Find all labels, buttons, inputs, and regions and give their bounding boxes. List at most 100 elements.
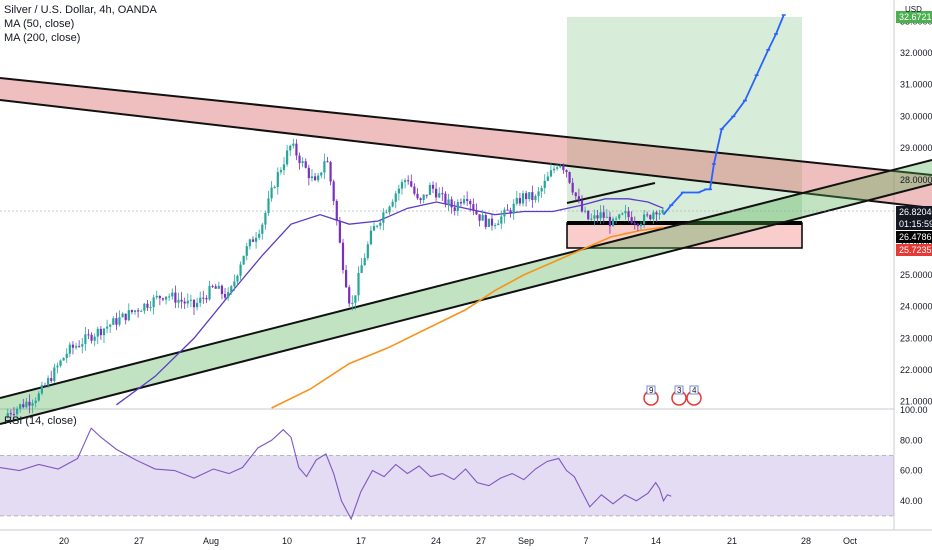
price-badge bbox=[896, 244, 932, 256]
candle-body bbox=[62, 358, 65, 361]
price-badge-label: 32.67216 bbox=[899, 12, 932, 22]
price-badge bbox=[896, 206, 932, 218]
candle-body bbox=[627, 211, 630, 218]
candle-body bbox=[385, 212, 388, 214]
candle-body bbox=[196, 302, 199, 308]
candle-body bbox=[205, 298, 208, 300]
event-label: 4 bbox=[692, 386, 697, 395]
candle-body bbox=[357, 272, 360, 296]
candle-body bbox=[99, 328, 102, 336]
candle-body bbox=[546, 176, 549, 181]
candle-body bbox=[121, 313, 124, 318]
candle-body bbox=[71, 344, 75, 348]
candle-body bbox=[217, 285, 220, 289]
candle-body bbox=[534, 195, 537, 201]
candle-body bbox=[618, 214, 621, 219]
time-tick-label: 10 bbox=[282, 536, 292, 546]
candle-body bbox=[348, 287, 351, 304]
candle-body bbox=[493, 225, 497, 227]
candle-body bbox=[68, 344, 71, 354]
candle-body bbox=[400, 182, 404, 189]
candle-body bbox=[329, 162, 332, 182]
candle-body bbox=[354, 295, 357, 303]
candle-body bbox=[450, 199, 453, 208]
candle-body bbox=[425, 194, 428, 196]
candle-body bbox=[382, 212, 385, 223]
candle-body bbox=[171, 292, 174, 297]
candle-body bbox=[621, 213, 624, 215]
candle-body bbox=[525, 193, 528, 200]
ma200-legend: MA (200, close) bbox=[4, 32, 81, 44]
price-tick-label: 24.00000 bbox=[900, 302, 932, 312]
candle-body bbox=[596, 215, 599, 219]
candle-body bbox=[577, 196, 580, 201]
candle-body bbox=[286, 150, 289, 165]
candle-body bbox=[435, 188, 438, 198]
candle-body bbox=[282, 164, 286, 171]
candle-body bbox=[6, 413, 9, 418]
candle-body bbox=[261, 224, 264, 234]
candle-body bbox=[19, 404, 22, 409]
candle-body bbox=[636, 224, 639, 227]
rsi-tick-label: 100.00 bbox=[900, 405, 928, 415]
candle-body bbox=[174, 292, 177, 303]
rsi-tick-label: 60.00 bbox=[900, 466, 923, 476]
candle-body bbox=[403, 180, 407, 183]
candle-body bbox=[478, 214, 481, 221]
support-line-bottom bbox=[0, 183, 932, 425]
candle-body bbox=[366, 244, 369, 258]
time-tick-label: 27 bbox=[476, 536, 486, 546]
candle-body bbox=[273, 186, 276, 188]
event-label: 9 bbox=[649, 386, 654, 395]
candle-body bbox=[580, 200, 584, 212]
candle-body bbox=[155, 295, 158, 298]
candle-body bbox=[127, 310, 130, 321]
candle-body bbox=[22, 404, 25, 408]
time-tick-label: 24 bbox=[431, 536, 441, 546]
candle-body bbox=[456, 202, 459, 211]
candle-body bbox=[87, 334, 90, 336]
candle-body bbox=[320, 172, 323, 176]
candle-body bbox=[192, 299, 196, 308]
price-tick-label: 28.00000 bbox=[900, 175, 932, 185]
candle-body bbox=[444, 193, 447, 205]
price-tick-label: 25.00000 bbox=[900, 270, 932, 280]
candle-body bbox=[587, 210, 590, 220]
chart-title: Silver / U.S. Dollar, 4h, OANDA bbox=[4, 4, 157, 16]
candle-body bbox=[599, 212, 602, 219]
candle-body bbox=[220, 285, 224, 295]
candle-body bbox=[53, 367, 56, 382]
candle-body bbox=[630, 217, 633, 223]
time-tick-label: 20 bbox=[59, 536, 69, 546]
candle-body bbox=[9, 413, 12, 415]
price-badge-label: 25.72356 bbox=[899, 245, 932, 255]
candle-body bbox=[481, 215, 484, 221]
candle-body bbox=[279, 170, 283, 173]
candle-body bbox=[189, 299, 192, 301]
candle-body bbox=[313, 176, 317, 181]
currency-label: USD bbox=[905, 5, 922, 14]
ma50-legend: MA (50, close) bbox=[4, 18, 75, 30]
candle-body bbox=[391, 201, 394, 207]
candle-body bbox=[338, 220, 341, 243]
candle-body bbox=[549, 170, 553, 177]
candle-body bbox=[93, 336, 96, 341]
candle-body bbox=[472, 204, 475, 211]
candle-body bbox=[276, 172, 279, 187]
candle-body bbox=[565, 170, 568, 173]
candle-body bbox=[84, 334, 87, 345]
candle-body bbox=[168, 296, 171, 298]
candle-body bbox=[500, 216, 503, 224]
candle-body bbox=[397, 188, 400, 194]
candle-body bbox=[515, 198, 518, 204]
candle-body bbox=[233, 281, 236, 287]
candle-body bbox=[556, 167, 559, 169]
time-tick-label: 21 bbox=[727, 536, 737, 546]
candle-body bbox=[115, 318, 118, 325]
time-tick-label: Oct bbox=[843, 536, 858, 546]
candle-body bbox=[12, 414, 16, 416]
candle-body bbox=[394, 193, 397, 202]
candle-body bbox=[180, 299, 183, 302]
